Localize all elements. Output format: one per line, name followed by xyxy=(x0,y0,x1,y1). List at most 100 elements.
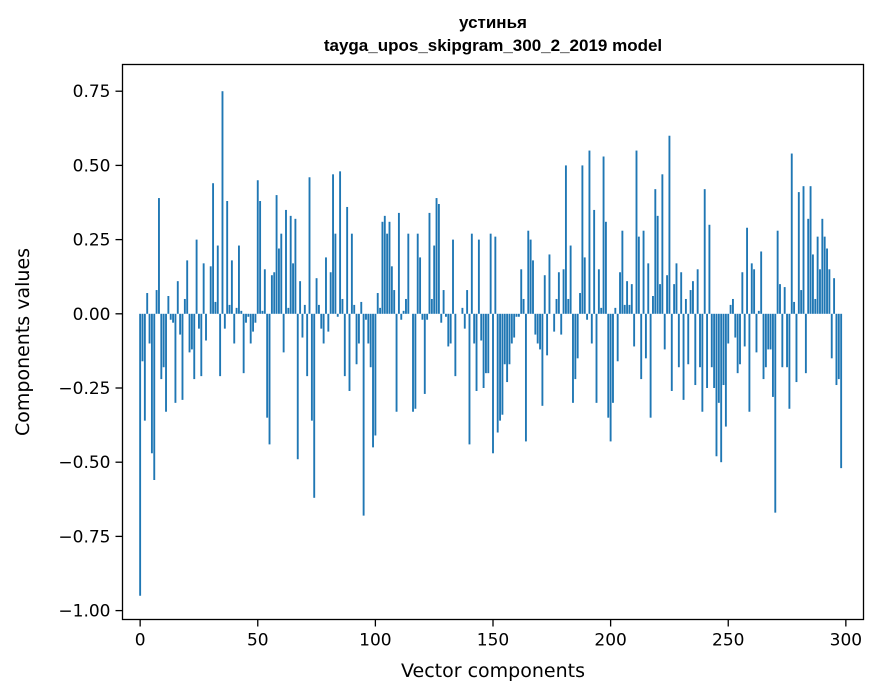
bar xyxy=(475,313,478,391)
bar xyxy=(172,313,175,323)
y-tick-label: 0.00 xyxy=(73,305,111,325)
bar xyxy=(734,313,737,338)
bar xyxy=(795,313,798,383)
bar xyxy=(388,221,391,314)
bar xyxy=(169,313,172,320)
bar xyxy=(273,272,276,314)
bar xyxy=(266,313,269,418)
bar xyxy=(715,313,718,457)
y-tick-label: −0.25 xyxy=(58,379,110,399)
bar xyxy=(452,239,454,314)
bar xyxy=(470,233,473,314)
bar xyxy=(786,313,788,368)
bar xyxy=(270,275,273,314)
bar xyxy=(282,313,285,353)
bar xyxy=(437,203,440,314)
bar xyxy=(301,313,304,338)
bar xyxy=(235,307,238,314)
bar xyxy=(586,313,589,320)
bar xyxy=(677,313,680,368)
bar xyxy=(362,313,365,516)
bar xyxy=(652,296,654,314)
bar xyxy=(741,272,744,314)
chart-title: устинья xyxy=(459,13,527,32)
bar xyxy=(804,313,807,374)
bar xyxy=(779,284,781,314)
bar xyxy=(238,245,240,314)
bar xyxy=(426,313,429,320)
bar xyxy=(536,313,539,344)
x-tick-label: 100 xyxy=(359,631,391,651)
bar xyxy=(499,313,501,421)
bar xyxy=(343,313,346,377)
bar xyxy=(574,313,577,380)
bar xyxy=(739,313,741,365)
bar xyxy=(202,263,205,314)
bar xyxy=(708,224,711,314)
bar xyxy=(477,239,480,314)
y-tick-label: −1.00 xyxy=(58,602,110,622)
bar xyxy=(320,313,323,329)
bar xyxy=(644,313,647,359)
bar xyxy=(793,301,796,314)
x-tick-label: 150 xyxy=(477,631,509,651)
bar xyxy=(701,313,704,412)
bar xyxy=(433,245,436,314)
bar xyxy=(621,230,624,314)
bar xyxy=(407,233,410,314)
bar xyxy=(435,198,438,314)
bar xyxy=(442,290,445,314)
bar xyxy=(543,275,546,314)
bar xyxy=(402,310,405,314)
bar xyxy=(381,221,384,314)
bar xyxy=(150,313,153,454)
bar xyxy=(807,218,810,314)
bar xyxy=(383,215,386,314)
bar xyxy=(336,313,339,317)
bar xyxy=(706,313,709,388)
bar xyxy=(430,298,433,314)
bar xyxy=(534,313,537,335)
bar xyxy=(233,313,236,344)
bar xyxy=(703,189,706,314)
bar xyxy=(616,313,619,362)
bar xyxy=(485,313,487,374)
bar xyxy=(395,313,398,412)
bar xyxy=(602,156,605,314)
plot-frame xyxy=(121,63,865,621)
bar xyxy=(623,304,626,314)
bar xyxy=(588,150,591,314)
bar xyxy=(440,313,443,323)
bar xyxy=(350,233,353,314)
bar xyxy=(508,313,511,365)
bar xyxy=(372,313,374,448)
bar xyxy=(760,251,763,314)
bar xyxy=(245,313,247,323)
bar xyxy=(541,313,544,406)
bar xyxy=(790,153,793,314)
bar xyxy=(216,245,219,314)
bar xyxy=(306,313,309,377)
bar xyxy=(567,298,570,314)
bar xyxy=(722,313,725,386)
bar xyxy=(694,313,697,386)
bar xyxy=(397,212,400,314)
bar xyxy=(308,177,311,314)
bar xyxy=(461,307,464,314)
bar xyxy=(640,313,643,380)
bar xyxy=(263,269,266,314)
bar xyxy=(221,91,224,314)
bar xyxy=(729,304,732,314)
bar xyxy=(414,313,417,409)
bar xyxy=(176,281,179,314)
y-tick-label: −0.75 xyxy=(58,527,110,547)
bar xyxy=(837,313,840,380)
bar xyxy=(421,313,424,320)
bar xyxy=(146,293,149,314)
bar xyxy=(315,278,318,314)
bar xyxy=(329,272,332,314)
bar xyxy=(423,313,426,394)
bar xyxy=(710,313,713,368)
bar xyxy=(503,313,506,365)
bar xyxy=(416,233,419,314)
